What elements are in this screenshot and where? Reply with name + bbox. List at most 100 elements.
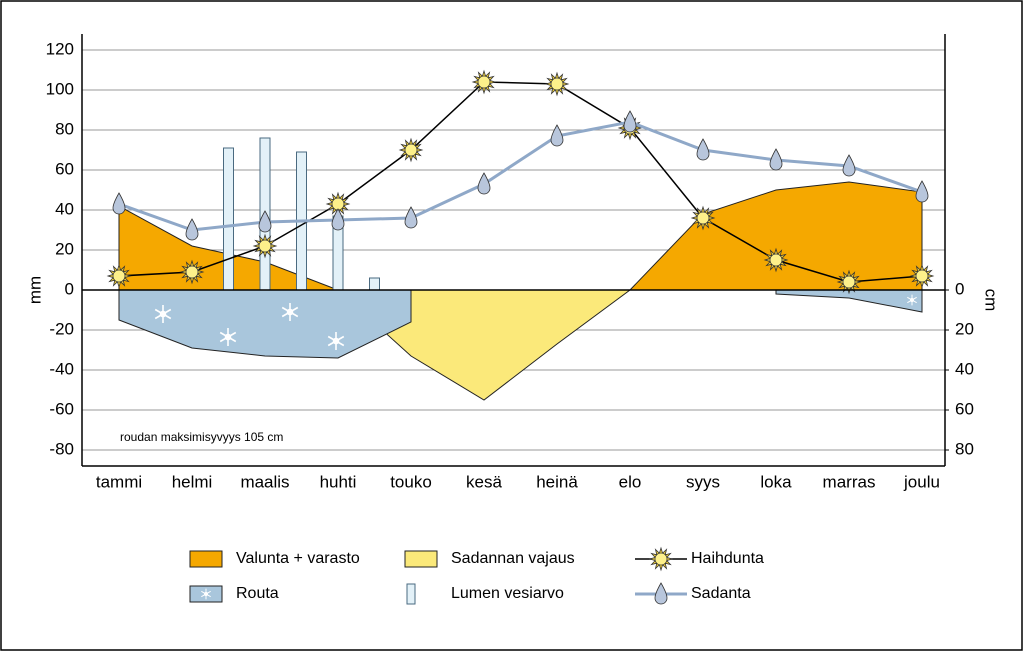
marker (398, 137, 424, 163)
y-tick-label: 40 (55, 199, 74, 218)
x-tick-label: tammi (96, 472, 142, 491)
sun-core (769, 253, 783, 267)
marker (179, 259, 205, 285)
legend-label: Routa (236, 585, 279, 602)
marker (763, 247, 789, 273)
sun-core (112, 269, 126, 283)
legend-item: Haihdunta (635, 546, 764, 572)
marker (769, 148, 783, 171)
drop (696, 138, 710, 161)
y2-tick-label: 40 (955, 359, 974, 378)
legend-item: Routa (189, 585, 279, 603)
drop (404, 206, 418, 229)
x-tick-label: joulu (903, 472, 940, 491)
x-tick-label: huhti (320, 472, 357, 491)
legend-label: Haihdunta (691, 550, 764, 567)
drop (623, 110, 637, 133)
marker (836, 269, 862, 295)
bar (369, 277, 380, 291)
drop (477, 172, 491, 195)
lines (106, 69, 935, 295)
sun-core (842, 275, 856, 289)
marker (106, 263, 132, 289)
sun-core (654, 552, 668, 566)
legend-swatch (404, 550, 438, 568)
x-tick-label: kesä (466, 472, 502, 491)
marker (842, 154, 856, 177)
bar (223, 147, 234, 291)
legend: Valunta + varasto Sadannan vajaus Haihdunt… (189, 546, 764, 605)
line (118, 120, 923, 232)
x-tick-label: loka (760, 472, 792, 491)
y2-tick-label: 0 (955, 279, 964, 298)
y-tick-label: 60 (55, 159, 74, 178)
marker (471, 69, 497, 95)
line (118, 81, 923, 283)
x-tick-label: heinä (536, 472, 578, 491)
sun-core (550, 77, 564, 91)
y-tick-label: 100 (46, 79, 74, 98)
legend-label: Sadanta (691, 585, 751, 602)
legend-label: Valunta + varasto (236, 550, 360, 567)
marker (404, 206, 418, 229)
drop (915, 180, 929, 203)
x-tick-label: helmi (172, 472, 213, 491)
y-tick-label: 0 (65, 279, 74, 298)
y2-tick-label: 60 (955, 399, 974, 418)
y-tick-label: -60 (49, 399, 74, 418)
marker (112, 192, 126, 215)
y-tick-label: -80 (49, 439, 74, 458)
marker (258, 210, 272, 233)
legend-item: Valunta + varasto (189, 550, 360, 568)
sun-core (404, 143, 418, 157)
marker (623, 110, 637, 133)
sun-core (258, 239, 272, 253)
marker (915, 180, 929, 203)
drop (112, 192, 126, 215)
legend-item: Lumen vesiarvo (406, 583, 564, 605)
x-tick-label: maalis (240, 472, 289, 491)
x-tick-label: touko (390, 472, 432, 491)
x-tick-label: elo (619, 472, 642, 491)
y2-tick-label: 80 (955, 439, 974, 458)
y-tick-label: -20 (49, 319, 74, 338)
y2-axis-label: cm (982, 289, 1001, 312)
sun-core (185, 265, 199, 279)
axes: -80 -60 -40 -20 0 20 40 60 80 100 120 0 20 40 60 80 tamm… (46, 34, 974, 491)
y-tick-label: 120 (46, 39, 74, 58)
drop (331, 208, 345, 231)
y-tick-label: 80 (55, 119, 74, 138)
drop (842, 154, 856, 177)
y-tick-label: -40 (49, 359, 74, 378)
y-axis-label: mm (25, 276, 44, 304)
sun-core (696, 211, 710, 225)
marker (252, 233, 278, 259)
legend-label: Sadannan vajaus (451, 550, 575, 567)
legend-item: Sadanta (635, 582, 751, 605)
marker (477, 172, 491, 195)
annotation: roudan maksimisyvyys 105 cm (120, 430, 283, 444)
legend-label: Lumen vesiarvo (451, 585, 564, 602)
legend-item: Sadannan vajaus (404, 550, 575, 568)
marker (909, 263, 935, 289)
drop (258, 210, 272, 233)
sun-core (915, 269, 929, 283)
x-tick-label: syys (686, 472, 720, 491)
marker (690, 205, 716, 231)
drop (550, 124, 564, 147)
legend-swatch (406, 583, 416, 605)
drop (769, 148, 783, 171)
x-tick-label: marras (823, 472, 876, 491)
legend-swatch (189, 550, 223, 568)
marker (331, 208, 345, 231)
drop (185, 218, 199, 241)
marker (544, 71, 570, 97)
y-tick-label: 20 (55, 239, 74, 258)
y2-tick-label: 20 (955, 319, 974, 338)
sun-core (477, 75, 491, 89)
drop (654, 582, 668, 605)
marker (696, 138, 710, 161)
marker (550, 124, 564, 147)
marker (185, 218, 199, 241)
